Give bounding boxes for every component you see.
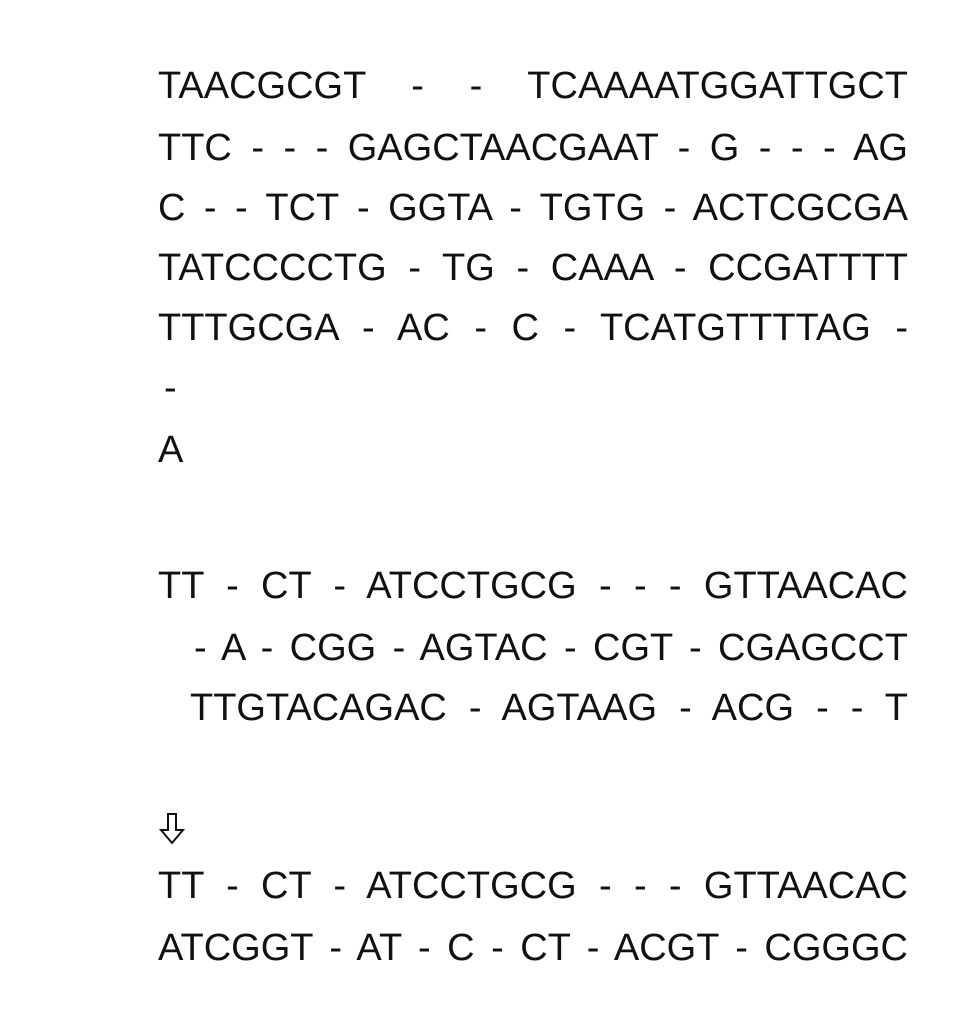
block1-line-1: TAACGCGT - - TCAAAATGGATTGCT: [158, 65, 908, 107]
block1-line-3: C - - TCT - GGTA - TGTG - ACTCGCGA: [158, 187, 908, 229]
block2-line-2: - A - CGG - AGTAC - CGT - CGAGCCT: [194, 627, 908, 669]
block1-line-2: TTC - - - GAGCTAACGAAT - G - - - AG: [158, 127, 908, 169]
block2-line-3: TTGTACAGAC - AGTAAG - ACG - - T: [190, 687, 908, 729]
block1-line-6: -: [164, 367, 177, 409]
block1-line-5: TTTGCGA - AC - C - TCATGTTTTAG -: [158, 307, 908, 349]
block3-line-2: ATCGGT - AT - C - CT - ACGT - CGGGC: [158, 927, 908, 969]
block1-line-7: A: [158, 429, 184, 471]
down-arrow-icon: [158, 810, 188, 850]
block2-line-1: TT - CT - ATCCTGCG - - - GTTAACAC: [158, 565, 908, 607]
block3-line-1: TT - CT - ATCCTGCG - - - GTTAACAC: [158, 865, 908, 907]
block1-line-4: TATCCCCTG - TG - CAAA - CCGATTTT: [158, 247, 908, 289]
